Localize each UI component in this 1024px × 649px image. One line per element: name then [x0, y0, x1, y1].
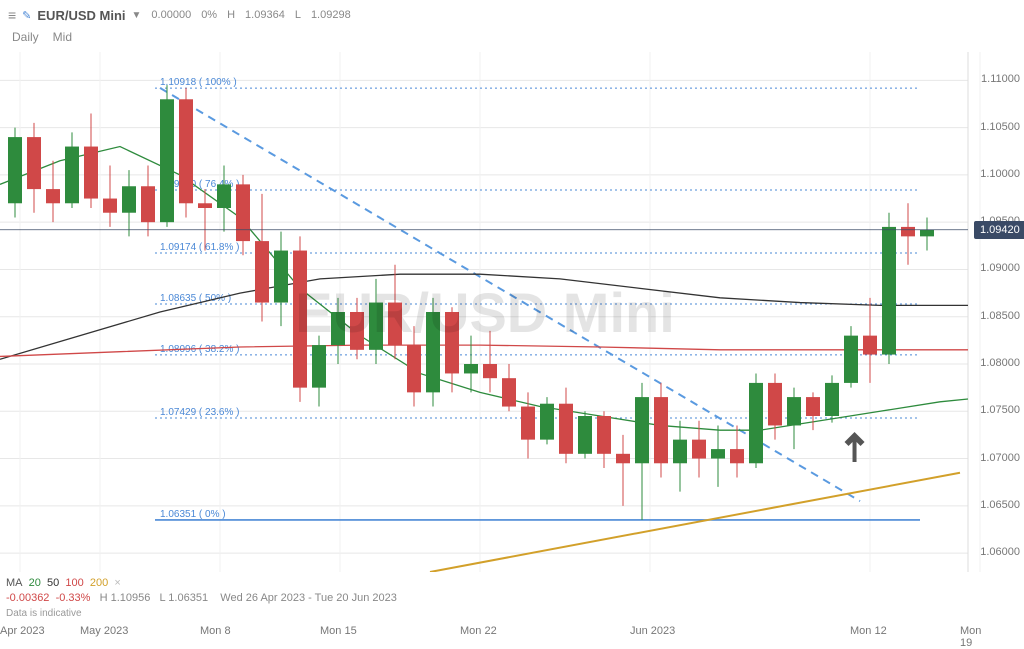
symbol-name[interactable]: EUR/USD Mini: [37, 8, 125, 23]
price-change-pct: 0%: [201, 9, 217, 21]
info-change: -0.00362: [6, 592, 49, 604]
symbol-dropdown-icon[interactable]: ▼: [132, 10, 142, 21]
svg-text:1.06351 ( 0% ): 1.06351 ( 0% ): [160, 509, 226, 520]
low-value: 1.09298: [311, 9, 351, 21]
y-axis: 1.060001.065001.070001.075001.080001.085…: [972, 52, 1024, 572]
close-indicator-icon[interactable]: ×: [111, 577, 120, 589]
low-label: L: [295, 9, 301, 21]
ma-label: MA: [6, 577, 23, 589]
indicator-info: MA 20 50 100 200 × -0.00362 -0.33% H 1.1…: [6, 576, 397, 621]
price-change: 0.00000: [151, 9, 191, 21]
x-axis: Apr 2023May 2023Mon 8Mon 15Mon 22Jun 202…: [0, 625, 970, 645]
svg-text:1.10918 ( 100% ): 1.10918 ( 100% ): [160, 77, 237, 88]
svg-text:1.09174 ( 61.8% ): 1.09174 ( 61.8% ): [160, 242, 240, 253]
high-label: H: [227, 9, 235, 21]
chart-area[interactable]: 1.10918 ( 100% )1.09840 ( 76.4% )1.09174…: [0, 52, 1024, 572]
info-change-pct: -0.33%: [56, 592, 91, 604]
disclaimer: Data is indicative: [6, 606, 397, 621]
last-price-tag: 1.09420: [974, 221, 1024, 239]
timeframe-tabs: Daily Mid: [0, 26, 1024, 52]
svg-text:1.08635 ( 50% ): 1.08635 ( 50% ): [160, 293, 231, 304]
high-value: 1.09364: [245, 9, 285, 21]
tab-mid[interactable]: Mid: [53, 30, 72, 52]
svg-text:1.07429 ( 23.6% ): 1.07429 ( 23.6% ): [160, 407, 240, 418]
menu-icon[interactable]: ≡: [8, 7, 16, 23]
chart-header: ≡ ✎ EUR/USD Mini ▼ 0.00000 0% H 1.09364 …: [0, 0, 1024, 26]
info-date-range: Wed 26 Apr 2023 - Tue 20 Jun 2023: [220, 592, 397, 604]
edit-icon[interactable]: ✎: [22, 9, 31, 22]
tab-daily[interactable]: Daily: [12, 30, 39, 52]
